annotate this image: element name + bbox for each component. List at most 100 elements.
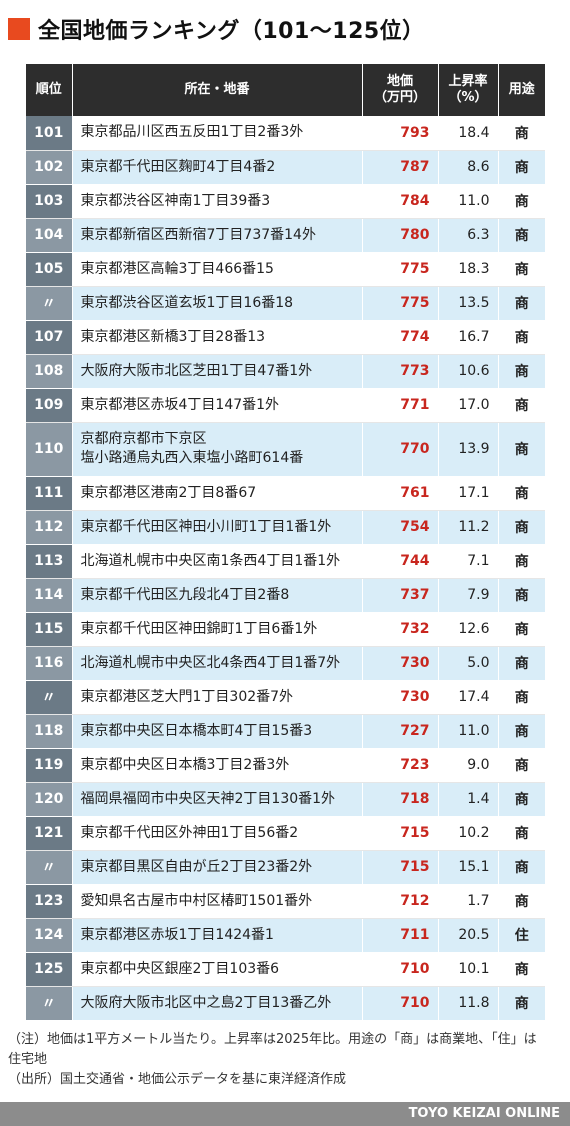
rank-cell: 102 — [26, 150, 73, 185]
use-cell: 商 — [498, 116, 545, 151]
price-cell: 730 — [362, 646, 439, 681]
use-cell: 商 — [498, 150, 545, 185]
use-cell: 商 — [498, 286, 545, 321]
notes: （注）地価は1平方メートル当たり。上昇率は2025年比。用途の「商」は商業地、「… — [8, 1030, 548, 1090]
address-line: 北海道札幌市中央区南1条西4丁目1番1外 — [80, 552, 341, 569]
table-row: 110 京都府京都市下京区 塩小路通烏丸西入東塩小路町614番 770 13.9 商 — [26, 422, 545, 477]
address-cell: 京都府京都市下京区 塩小路通烏丸西入東塩小路町614番 — [72, 422, 363, 477]
price-cell: 715 — [362, 850, 439, 885]
address-cell: 東京都港区港南2丁目8番67 — [72, 476, 363, 511]
rank-cell: 103 — [26, 184, 73, 219]
header-use: 用途 — [498, 64, 545, 116]
rank-cell: 〃 — [26, 850, 73, 885]
rank-cell: 114 — [26, 578, 73, 613]
rank-cell: 104 — [26, 218, 73, 253]
address-cell: 東京都千代田区神田小川町1丁目1番1外 — [72, 510, 363, 545]
address-cell: 大阪府大阪市北区中之島2丁目13番乙外 — [72, 986, 363, 1021]
use-cell: 商 — [498, 850, 545, 885]
use-cell: 商 — [498, 184, 545, 219]
rank-cell: 123 — [26, 884, 73, 919]
rank-cell: 116 — [26, 646, 73, 681]
use-cell: 商 — [498, 680, 545, 715]
footer-brand: TOYO KEIZAI ONLINE — [0, 1102, 570, 1126]
rate-cell: 18.4 — [438, 116, 499, 151]
rate-cell: 6.3 — [438, 218, 499, 253]
address-line: 大阪府大阪市北区中之島2丁目13番乙外 — [80, 994, 332, 1011]
rate-cell: 16.7 — [438, 320, 499, 355]
price-cell: 773 — [362, 354, 439, 389]
address-line: 東京都千代田区神田小川町1丁目1番1外 — [80, 518, 332, 535]
rank-cell: 112 — [26, 510, 73, 545]
table-header-row: 順位 所在・地番 地価 （万円） 上昇率 （%） 用途 — [26, 64, 545, 116]
header-price: 地価 （万円） — [362, 64, 439, 116]
table-row: 123 愛知県名古屋市中村区椿町1501番外 712 1.7 商 — [26, 884, 545, 919]
table-row: 〃東京都目黒区自由が丘2丁目23番2外 715 15.1 商 — [26, 850, 545, 885]
use-cell: 住 — [498, 918, 545, 953]
header-rate-line2: （%） — [448, 90, 488, 105]
rank-cell: 111 — [26, 476, 73, 511]
address-cell: 東京都千代田区麹町4丁目4番2 — [72, 150, 363, 185]
rate-cell: 17.0 — [438, 388, 499, 423]
source-text: （出所）国土交通省・地価公示データを基に東洋経済作成 — [8, 1072, 347, 1087]
use-cell: 商 — [498, 986, 545, 1021]
rank-cell: 108 — [26, 354, 73, 389]
address-cell: 東京都渋谷区道玄坂1丁目16番18 — [72, 286, 363, 321]
address-cell: 東京都千代田区九段北4丁目2番8 — [72, 578, 363, 613]
price-cell: 787 — [362, 150, 439, 185]
use-cell: 商 — [498, 714, 545, 749]
address-cell: 東京都港区芝大門1丁目302番7外 — [72, 680, 363, 715]
price-cell: 744 — [362, 544, 439, 579]
rate-cell: 7.1 — [438, 544, 499, 579]
price-cell: 784 — [362, 184, 439, 219]
address-cell: 東京都品川区西五反田1丁目2番3外 — [72, 116, 363, 151]
address-line: 東京都新宿区西新宿7丁目737番14外 — [80, 226, 316, 243]
address-cell: 東京都中央区日本橋3丁目2番3外 — [72, 748, 363, 783]
table-row: 104 東京都新宿区西新宿7丁目737番14外 780 6.3 商 — [26, 218, 545, 253]
rate-cell: 10.1 — [438, 952, 499, 987]
address-line: 東京都中央区銀座2丁目103番6 — [80, 960, 280, 977]
address-cell: 東京都港区赤坂4丁目147番1外 — [72, 388, 363, 423]
table-row: 〃東京都港区芝大門1丁目302番7外 730 17.4 商 — [26, 680, 545, 715]
table-row: 118 東京都中央区日本橋本町4丁目15番3 727 11.0 商 — [26, 714, 545, 749]
address-line: 福岡県福岡市中央区天神2丁目130番1外 — [80, 790, 336, 807]
use-cell: 商 — [498, 422, 545, 477]
table-row: 105 東京都港区高輪3丁目466番15 775 18.3 商 — [26, 252, 545, 287]
address-cell: 東京都目黒区自由が丘2丁目23番2外 — [72, 850, 363, 885]
table-row: 119 東京都中央区日本橋3丁目2番3外 723 9.0 商 — [26, 748, 545, 783]
header-price-line1: 地価 — [386, 74, 413, 89]
table-row: 102 東京都千代田区麹町4丁目4番2 787 8.6 商 — [26, 150, 545, 185]
table-row: 〃東京都渋谷区道玄坂1丁目16番18 775 13.5 商 — [26, 286, 545, 321]
rank-cell: 115 — [26, 612, 73, 647]
rank-cell: 120 — [26, 782, 73, 817]
address-line: 東京都港区芝大門1丁目302番7外 — [80, 688, 294, 705]
use-cell: 商 — [498, 884, 545, 919]
use-cell: 商 — [498, 544, 545, 579]
address-line: 東京都千代田区麹町4丁目4番2 — [80, 158, 276, 175]
table-row: 109 東京都港区赤坂4丁目147番1外 771 17.0 商 — [26, 388, 545, 423]
rank-cell: 107 — [26, 320, 73, 355]
use-cell: 商 — [498, 782, 545, 817]
address-cell: 東京都新宿区西新宿7丁目737番14外 — [72, 218, 363, 253]
rate-cell: 11.2 — [438, 510, 499, 545]
rank-cell: 121 — [26, 816, 73, 851]
table-row: 108 大阪府大阪市北区芝田1丁目47番1外 773 10.6 商 — [26, 354, 545, 389]
rank-cell: 〃 — [26, 680, 73, 715]
address-line: 東京都渋谷区神南1丁目39番3 — [80, 192, 271, 209]
table-row: 107 東京都港区新橋3丁目28番13 774 16.7 商 — [26, 320, 545, 355]
address-cell: 東京都中央区日本橋本町4丁目15番3 — [72, 714, 363, 749]
table-row: 114 東京都千代田区九段北4丁目2番8 737 7.9 商 — [26, 578, 545, 613]
address-cell: 東京都千代田区外神田1丁目56番2 — [72, 816, 363, 851]
address-line: 東京都千代田区外神田1丁目56番2 — [80, 824, 299, 841]
table-row: 112 東京都千代田区神田小川町1丁目1番1外 754 11.2 商 — [26, 510, 545, 545]
address-line: 東京都千代田区神田錦町1丁目6番1外 — [80, 620, 318, 637]
price-cell: 793 — [362, 116, 439, 151]
address-line: 東京都港区新橋3丁目28番13 — [80, 328, 266, 345]
rank-cell: 105 — [26, 252, 73, 287]
use-cell: 商 — [498, 612, 545, 647]
address-cell: 大阪府大阪市北区芝田1丁目47番1外 — [72, 354, 363, 389]
address-cell: 東京都港区新橋3丁目28番13 — [72, 320, 363, 355]
address-cell: 東京都港区赤坂1丁目1424番1 — [72, 918, 363, 953]
rank-cell: 〃 — [26, 286, 73, 321]
title-accent-square — [8, 18, 30, 40]
price-cell: 774 — [362, 320, 439, 355]
